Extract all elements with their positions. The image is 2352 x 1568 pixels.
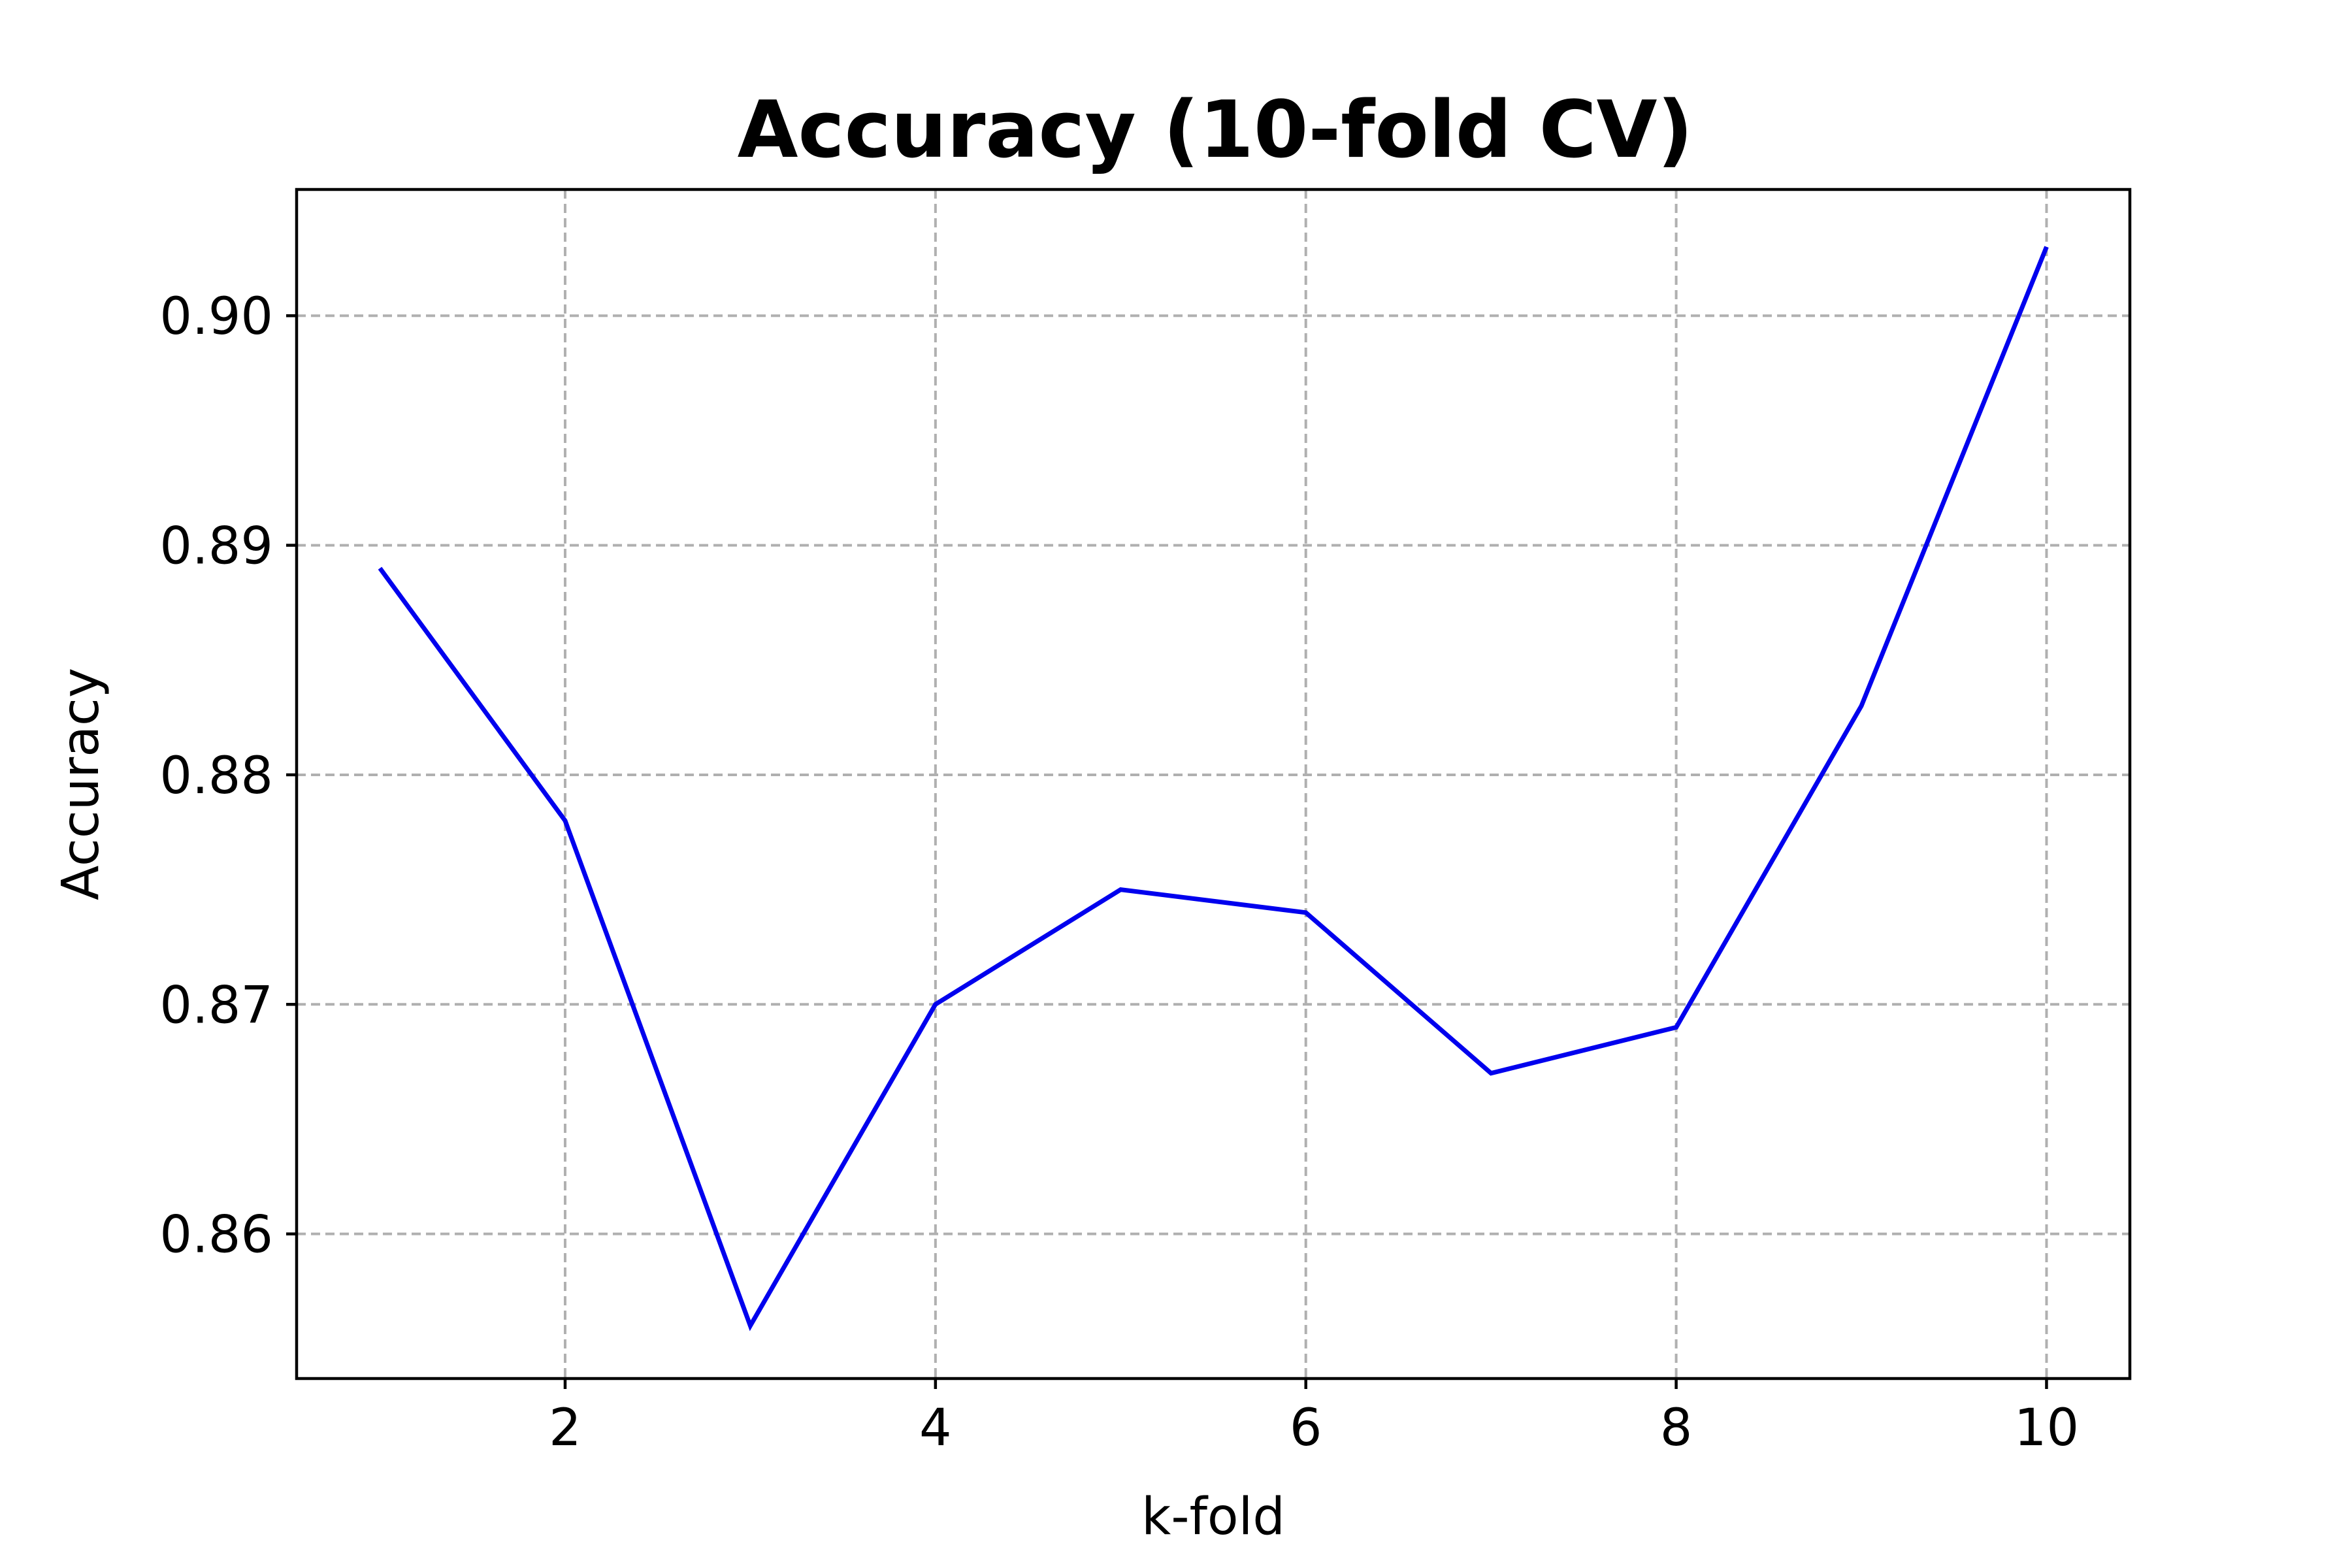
x-tick-label: 8: [1660, 1399, 1693, 1458]
y-tick-label: 0.87: [159, 976, 273, 1035]
plot-frame: [295, 188, 2132, 1380]
x-tick-label: 4: [919, 1399, 952, 1458]
accuracy-series-line: [378, 246, 2049, 1331]
series-layer: [378, 246, 2049, 1331]
y-axis-ticks: 0.86 0.87 0.88 0.89 0.90: [159, 287, 297, 1265]
y-tick-label: 0.88: [159, 747, 273, 806]
y-tick-label: 0.89: [159, 517, 273, 576]
x-tick-label: 10: [2014, 1399, 2079, 1458]
y-tick-label: 0.86: [159, 1206, 273, 1265]
x-tick-label: 6: [1290, 1399, 1322, 1458]
y-axis-label: Accuracy: [52, 668, 110, 900]
y-tick-label: 0.90: [159, 287, 273, 346]
x-tick-label: 2: [549, 1399, 581, 1458]
grid-lines: [297, 189, 2130, 1379]
x-axis-ticks: 2 4 6 8 10: [549, 1379, 2079, 1458]
chart-title: Accuracy (10-fold CV): [738, 85, 1693, 176]
x-axis-label: k-fold: [1141, 1488, 1285, 1546]
